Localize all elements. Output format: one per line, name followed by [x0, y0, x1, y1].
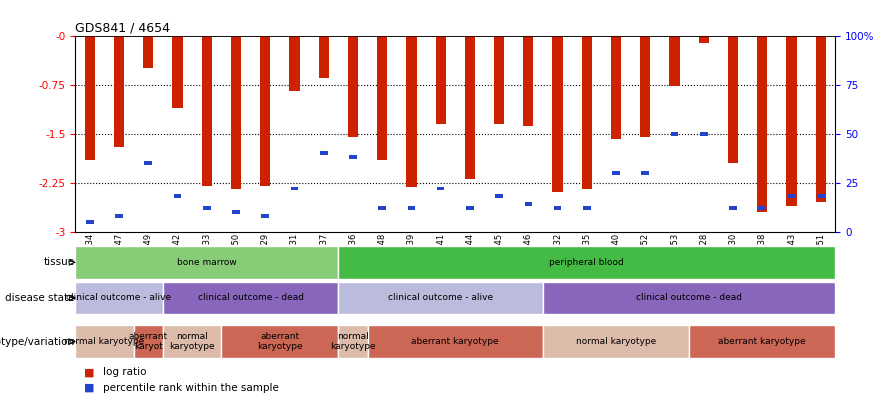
Bar	[787, 36, 796, 206]
Bar	[320, 151, 327, 155]
Text: genotype/variation: genotype/variation	[0, 337, 74, 346]
Bar	[349, 155, 357, 159]
Bar	[523, 36, 533, 126]
Bar	[291, 187, 298, 190]
Bar	[339, 246, 835, 278]
Text: clinical outcome - dead: clinical outcome - dead	[636, 293, 743, 303]
Text: normal
karyotype: normal karyotype	[170, 332, 215, 351]
Bar	[582, 36, 592, 189]
Bar	[700, 132, 707, 135]
Bar	[347, 36, 358, 137]
Text: ■: ■	[84, 367, 95, 377]
Bar	[698, 36, 709, 44]
Text: clinical outcome - dead: clinical outcome - dead	[198, 293, 303, 303]
Bar	[729, 206, 737, 210]
Text: GDS841 / 4654: GDS841 / 4654	[75, 21, 170, 34]
Bar	[144, 161, 152, 165]
Bar	[583, 206, 591, 210]
Bar	[669, 36, 680, 86]
Text: clinical outcome - alive: clinical outcome - alive	[388, 293, 493, 303]
Bar	[552, 36, 563, 192]
Text: log ratio: log ratio	[103, 367, 147, 377]
Bar	[758, 206, 766, 210]
Text: normal
karyotype: normal karyotype	[330, 332, 376, 351]
Bar	[115, 214, 123, 218]
Text: tissue: tissue	[43, 257, 74, 267]
Text: aberrant karyotype: aberrant karyotype	[719, 337, 806, 346]
Bar	[221, 326, 339, 358]
Bar	[690, 326, 835, 358]
Bar	[86, 220, 94, 224]
Bar	[758, 36, 767, 212]
Bar	[465, 36, 475, 179]
Bar	[143, 36, 153, 68]
Bar	[133, 326, 163, 358]
Text: aberrant karyotype: aberrant karyotype	[411, 337, 499, 346]
Text: normal karyotype: normal karyotype	[576, 337, 656, 346]
Bar	[817, 194, 825, 198]
Bar	[816, 36, 826, 202]
Text: aberrant
karyot: aberrant karyot	[129, 332, 168, 351]
Bar	[262, 214, 269, 218]
Bar	[494, 36, 504, 124]
Bar	[407, 36, 416, 187]
Bar	[524, 202, 532, 206]
Bar	[640, 36, 651, 137]
Text: clinical outcome - alive: clinical outcome - alive	[66, 293, 171, 303]
Bar	[75, 326, 133, 358]
Text: disease state: disease state	[5, 293, 74, 303]
Bar	[642, 171, 649, 175]
Bar	[613, 171, 620, 175]
Bar	[202, 36, 212, 186]
Bar	[368, 326, 543, 358]
Bar	[728, 36, 738, 163]
Bar	[289, 36, 300, 91]
Text: percentile rank within the sample: percentile rank within the sample	[103, 383, 279, 393]
Bar	[232, 210, 240, 214]
Bar	[437, 187, 445, 190]
Bar	[173, 194, 181, 198]
Bar	[788, 194, 796, 198]
Bar	[378, 206, 386, 210]
Bar	[553, 206, 561, 210]
Bar	[75, 246, 339, 278]
Bar	[114, 36, 124, 147]
Bar	[466, 206, 474, 210]
Bar	[231, 36, 241, 189]
Bar	[671, 132, 678, 135]
Bar	[611, 36, 621, 139]
Text: peripheral blood: peripheral blood	[550, 258, 624, 267]
Bar	[543, 282, 835, 314]
Bar	[339, 282, 543, 314]
Bar	[377, 36, 387, 160]
Bar	[408, 206, 415, 210]
Bar	[436, 36, 446, 124]
Text: aberrant
karyotype: aberrant karyotype	[257, 332, 302, 351]
Bar	[318, 36, 329, 78]
Bar	[172, 36, 183, 107]
Text: bone marrow: bone marrow	[177, 258, 237, 267]
Bar	[163, 282, 339, 314]
Bar	[495, 194, 503, 198]
Bar	[543, 326, 690, 358]
Bar	[203, 206, 210, 210]
Bar	[339, 326, 368, 358]
Bar	[163, 326, 221, 358]
Bar	[75, 282, 163, 314]
Bar	[85, 36, 95, 160]
Text: normal karyotype: normal karyotype	[65, 337, 144, 346]
Text: ■: ■	[84, 383, 95, 393]
Bar	[260, 36, 271, 186]
